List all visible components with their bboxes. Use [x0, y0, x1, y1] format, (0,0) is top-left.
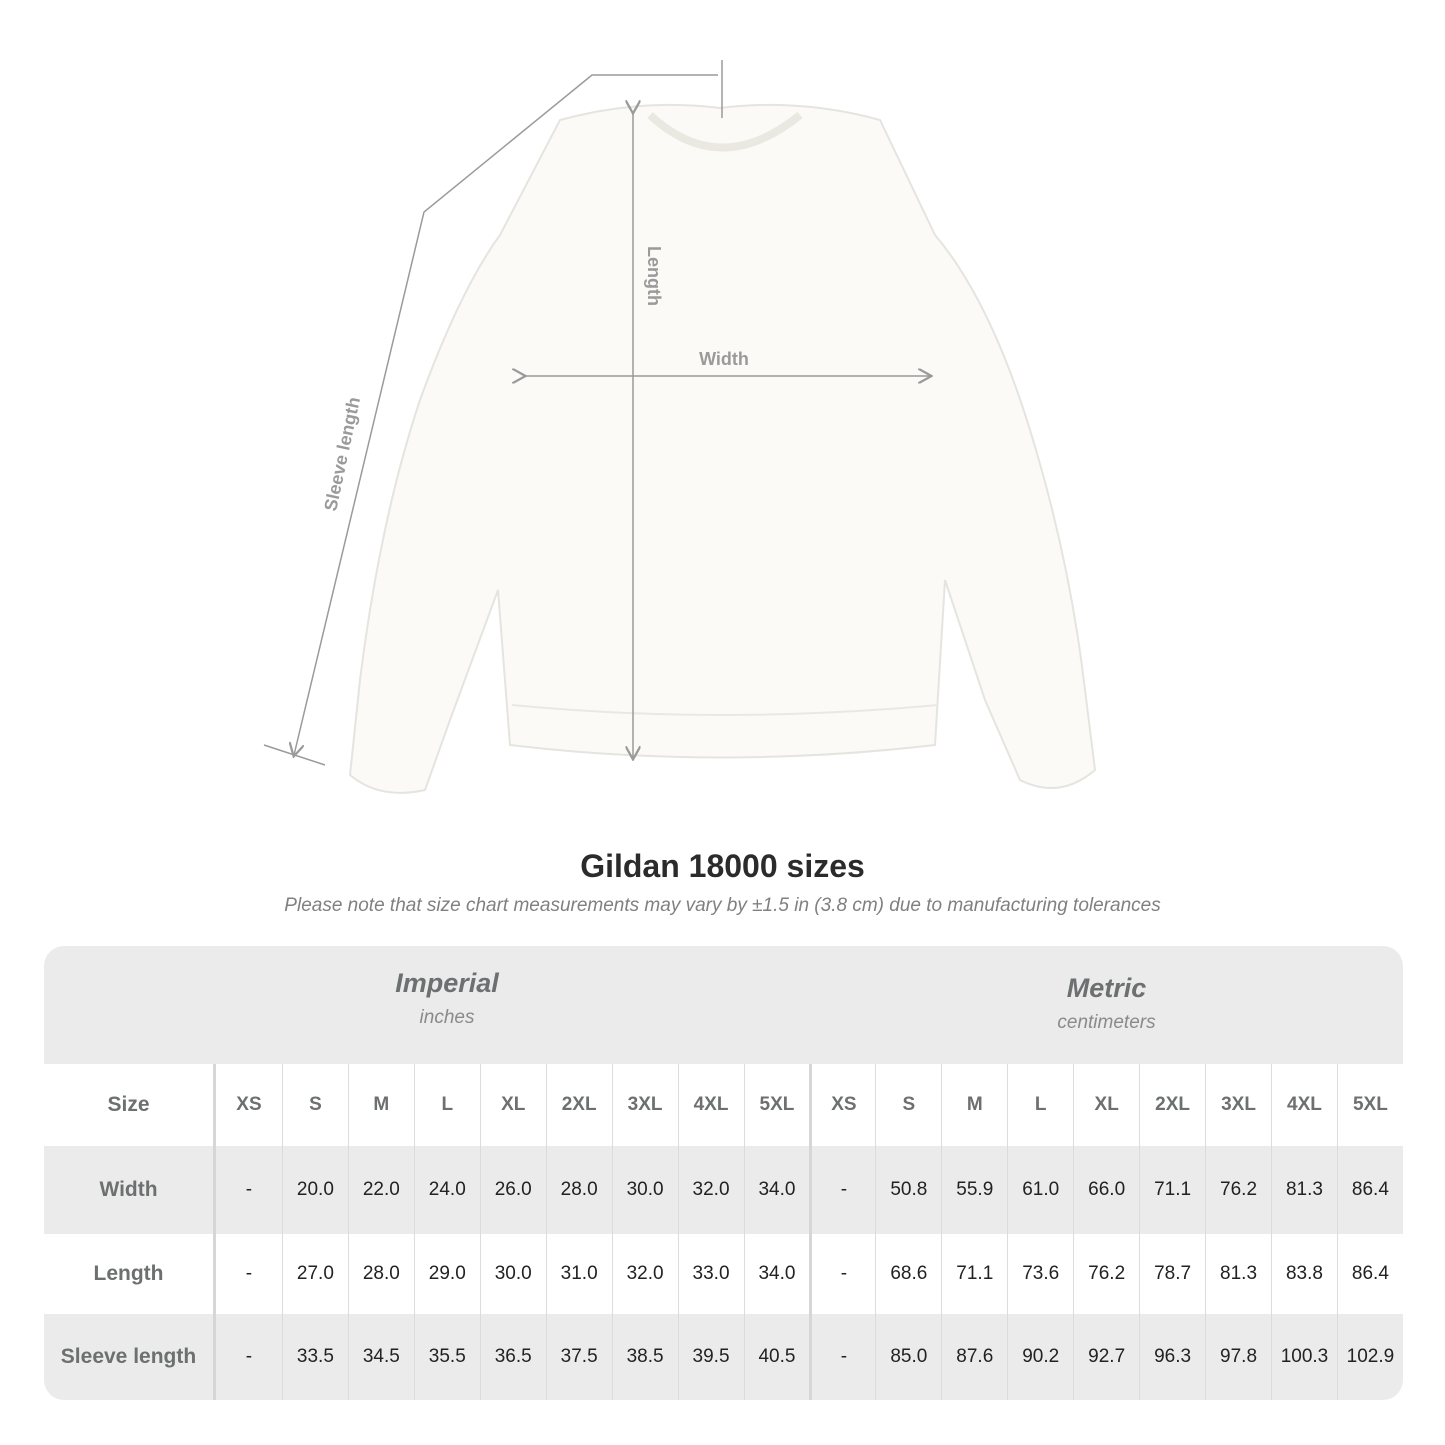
table-cell: - [809, 1314, 875, 1400]
table-cell: 33.5 [281, 1314, 348, 1400]
table-cell: 22.0 [347, 1146, 414, 1234]
table-cell: 40.5 [743, 1314, 810, 1400]
size-header-cell: M [347, 1064, 414, 1146]
table-header-band [44, 946, 1403, 1064]
table-cell: 28.0 [545, 1146, 612, 1234]
table-cell: 87.6 [941, 1314, 1007, 1400]
chart-title: Gildan 18000 sizes [580, 848, 865, 884]
table-cell: 32.0 [677, 1146, 744, 1234]
sweatshirt-image [348, 103, 1097, 794]
length-label: Length [644, 246, 664, 306]
table-cell: 83.8 [1271, 1234, 1337, 1314]
table-cell: 78.7 [1139, 1234, 1205, 1314]
table-cell: 33.0 [677, 1234, 744, 1314]
row-label: Length [44, 1234, 216, 1314]
table-cell: 71.1 [1139, 1146, 1205, 1234]
table-cell: 102.9 [1336, 1314, 1403, 1400]
table-cell: 85.0 [875, 1314, 941, 1400]
imperial-header: Imperial inches [216, 968, 678, 1029]
metric-header: Metric centimeters [810, 973, 1403, 1034]
table-cell: 86.4 [1336, 1146, 1403, 1234]
size-header-cell: 5XL [1336, 1064, 1403, 1146]
table-cell: 31.0 [545, 1234, 612, 1314]
size-header-cell: L [1007, 1064, 1073, 1146]
table-cell: 68.6 [875, 1234, 941, 1314]
table-cell: 76.2 [1073, 1234, 1139, 1314]
table-cell: 61.0 [1007, 1146, 1073, 1234]
size-header-cell: 2XL [545, 1064, 612, 1146]
metric-unit: centimeters [1057, 1012, 1156, 1033]
table-row: Length -27.0 28.0 29.0 30.0 31.0 32.0 33.0 34.0-… [44, 1234, 1403, 1314]
size-header-cell: 3XL [611, 1064, 678, 1146]
row-label: Sleeve length [44, 1314, 216, 1400]
table-cell: 27.0 [281, 1234, 348, 1314]
table-cell: 39.5 [677, 1314, 744, 1400]
size-header-cell: 4XL [677, 1064, 744, 1146]
table-cell: 71.1 [941, 1234, 1007, 1314]
table-cell: 34.0 [743, 1146, 810, 1234]
table-cell: 92.7 [1073, 1314, 1139, 1400]
table-cell: - [245, 1263, 253, 1284]
table-cell: 55.9 [941, 1146, 1007, 1234]
sleeve-length-label: Sleeve length [320, 395, 364, 513]
table-cell: 96.3 [1139, 1314, 1205, 1400]
table-cell: - [245, 1179, 253, 1200]
size-table: Imperial inches Metric centimeters Size X… [44, 946, 1403, 1400]
table-cell: 36.5 [479, 1314, 546, 1400]
table-cell: - [809, 1146, 875, 1234]
size-header-cell: 5XL [743, 1064, 810, 1146]
size-header-cell: L [413, 1064, 480, 1146]
table-cell: 30.0 [479, 1234, 546, 1314]
table-row: Width -20.0 22.0 24.0 26.0 28.0 30.0 32.0 34.0-5… [44, 1146, 1403, 1234]
imperial-title: Imperial [395, 968, 499, 998]
row-label: Width [44, 1146, 216, 1234]
size-header-cell: XL [1073, 1064, 1139, 1146]
size-header-cell: S [875, 1064, 941, 1146]
table-cell: 73.6 [1007, 1234, 1073, 1314]
table-cell: 81.3 [1205, 1234, 1271, 1314]
table-row: Sleeve length - 33.5 34.5 35.5 36.5 37.5 38.5 39… [44, 1314, 1403, 1400]
size-header-cell: 3XL [1205, 1064, 1271, 1146]
table-cell: 97.8 [1205, 1314, 1271, 1400]
table-cell: 26.0 [479, 1146, 546, 1234]
size-header-cell: XS [236, 1094, 262, 1115]
table-cell: 76.2 [1205, 1146, 1271, 1234]
table-cell: - [809, 1234, 875, 1314]
table-header-row: Size XS S M L XL 2XL 3XL 4XL 5XL XS S M L XL 2XL 3XL 4XL 5… [44, 1064, 1403, 1146]
table-cell: 38.5 [611, 1314, 678, 1400]
sleeve-end-tick [263, 744, 326, 766]
table-cell: 37.5 [545, 1314, 612, 1400]
table-cell: 66.0 [1073, 1146, 1139, 1234]
table-cell: 20.0 [281, 1146, 348, 1234]
table-cell: 34.5 [347, 1314, 414, 1400]
row-label: Size [44, 1064, 216, 1146]
size-header-cell: XS [809, 1064, 875, 1146]
sleeve-line [294, 74, 718, 755]
table-cell: 34.0 [743, 1234, 810, 1314]
size-header-cell: M [941, 1064, 1007, 1146]
width-label: Width [699, 349, 749, 369]
table-cell: 90.2 [1007, 1314, 1073, 1400]
table-cell: - [245, 1346, 253, 1367]
metric-title: Metric [1066, 973, 1147, 1003]
table-cell: 100.3 [1271, 1314, 1337, 1400]
tolerance-note: Please note that size chart measurements… [284, 895, 1161, 916]
table-cell: 81.3 [1271, 1146, 1337, 1234]
table-cell: 50.8 [875, 1146, 941, 1234]
size-header-cell: S [281, 1064, 348, 1146]
size-header-cell: XL [479, 1064, 546, 1146]
table-cell: 24.0 [413, 1146, 480, 1234]
table-cell: 32.0 [611, 1234, 678, 1314]
table-cell: 86.4 [1336, 1234, 1403, 1314]
table-cell: 28.0 [347, 1234, 414, 1314]
size-header-cell: 4XL [1271, 1064, 1337, 1146]
sweatshirt-diagram: Length Width Sleeve length [263, 60, 1097, 794]
table-cell: 30.0 [611, 1146, 678, 1234]
table-cell: 29.0 [413, 1234, 480, 1314]
size-header-cell: 2XL [1139, 1064, 1205, 1146]
imperial-unit: inches [419, 1007, 475, 1028]
table-cell: 35.5 [413, 1314, 480, 1400]
